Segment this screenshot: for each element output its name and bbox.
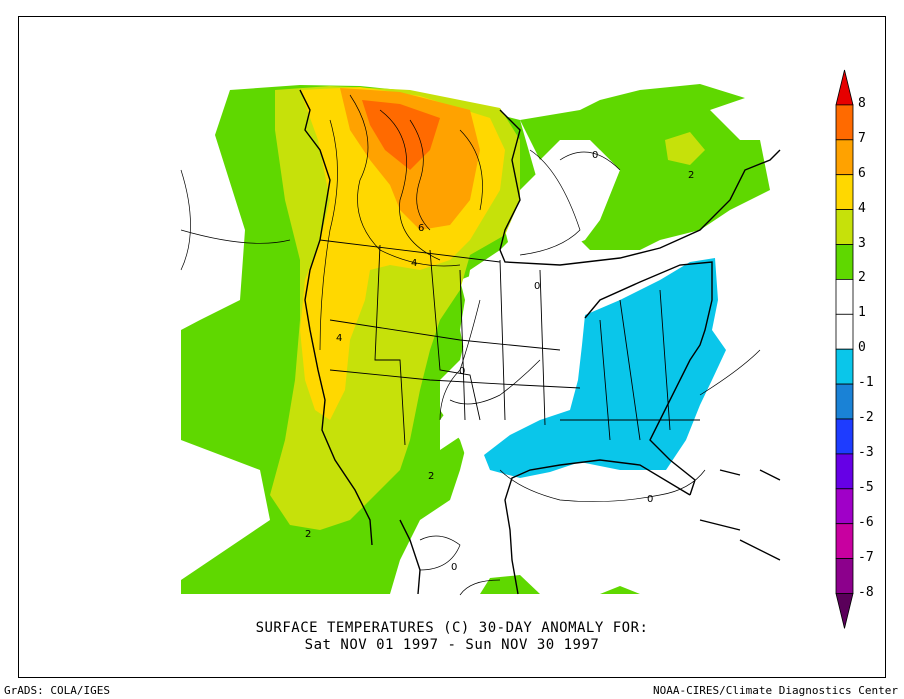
contour-label: 4 [336, 333, 342, 344]
colorbar-swatch [835, 418, 854, 455]
colorbar-label: 0 [858, 340, 866, 356]
colorbar-label: 2 [858, 270, 866, 286]
anomaly-region-neutral-central [440, 235, 720, 470]
colorbar-swatch [835, 313, 854, 350]
colorbar-swatch [835, 348, 854, 385]
plot-frame [18, 16, 886, 678]
coastlines [299, 89, 781, 595]
colorbar-swatch [835, 69, 854, 106]
contour-label: 6 [418, 223, 424, 234]
colorbar-label: -2 [858, 410, 874, 425]
colorbar [835, 69, 854, 629]
footer-credit-left: GrADS: COLA/IGES [4, 684, 110, 697]
political-borders [319, 239, 700, 446]
colorbar-swatch [835, 453, 854, 490]
contour-label: 2 [305, 529, 311, 540]
colorbar-swatch [835, 139, 854, 176]
colorbar-swatch [835, 104, 854, 141]
colorbar-label: -8 [858, 584, 874, 600]
footer-credit-right: NOAA-CIRES/Climate Diagnostics Center [652, 684, 898, 697]
contour-label: 0 [459, 366, 465, 377]
colorbar-swatch [835, 523, 854, 560]
colorbar-label: 3 [858, 235, 866, 251]
colorbar-swatch [835, 174, 854, 210]
colorbar-swatch [835, 383, 854, 420]
colorbar-label: -5 [858, 479, 874, 495]
colorbar-label: -6 [858, 514, 874, 530]
colorbar-label: -7 [858, 549, 874, 565]
colorbar-label: 1 [858, 305, 866, 321]
title-line-2: Sat NOV 01 1997 - Sun NOV 30 1997 [304, 637, 600, 653]
colorbar-label: -3 [858, 444, 874, 460]
colorbar-swatch [835, 244, 854, 280]
anomaly-region-neutral-hudson [505, 150, 620, 255]
colorbar-label: -1 [858, 375, 874, 391]
colorbar-swatch [835, 488, 854, 525]
contour-label: 0 [451, 562, 457, 573]
contour-lines [180, 94, 761, 596]
colorbar-label: 6 [858, 165, 866, 181]
colorbar-swatch [835, 593, 854, 629]
contour-label: 4 [411, 258, 417, 269]
anomaly-region-green-gulf [480, 575, 540, 594]
anomaly-region-green-newfoundland [665, 132, 705, 165]
contour-label: 0 [592, 150, 598, 161]
colorbar-swatch [835, 278, 854, 315]
colorbar-swatch [835, 558, 854, 594]
contour-label: 2 [688, 170, 694, 181]
colorbar-label: 4 [858, 200, 866, 216]
title-line-1: SURFACE TEMPERATURES (C) 30-DAY ANOMALY … [255, 620, 649, 636]
contour-label-group: 6 4 4 2 2 2 0 0 0 0 0 [305, 150, 694, 573]
contour-label: 2 [428, 471, 434, 482]
contour-label: 0 [647, 494, 653, 505]
anomaly-region-green-northeast [520, 84, 770, 250]
colorbar-label: 8 [858, 95, 866, 111]
contour-label: 0 [534, 281, 540, 292]
anomaly-region-green-caribbean [600, 586, 640, 594]
colorbar-label: 7 [858, 130, 866, 146]
colorbar-swatch [835, 209, 854, 245]
